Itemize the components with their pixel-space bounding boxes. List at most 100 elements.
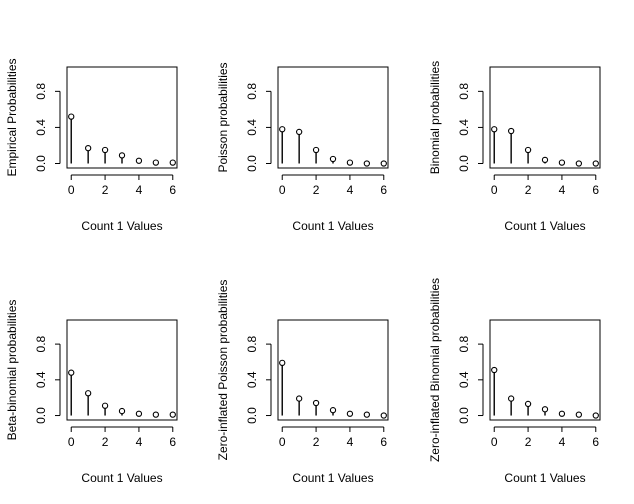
x-tick-label: 4 — [347, 435, 354, 449]
panel-6: 0.0 0.4 0.8 0 2 4 6 Count 1 Values Zero-inflated… — [428, 278, 601, 485]
probability-point — [592, 412, 599, 419]
plot-frame — [277, 319, 389, 421]
x-tick-label: 2 — [313, 183, 320, 197]
x-tick-label: 0 — [279, 435, 286, 449]
x-tick-label: 4 — [136, 435, 143, 449]
panel-5: 0.0 0.4 0.8 0 2 4 6 Count 1 Values Zero-inflated… — [216, 280, 389, 485]
probability-point — [524, 146, 532, 154]
probability-point — [524, 400, 532, 408]
panel-4: 0.0 0.4 0.8 0 2 4 6 Count 1 Values Beta-binomial… — [5, 300, 178, 485]
plot-frame — [489, 66, 601, 169]
x-tick-label: 6 — [592, 435, 599, 449]
x-tick-label: 4 — [347, 183, 354, 197]
y-tick-label: 0.0 — [457, 407, 471, 424]
probability-point — [279, 359, 286, 367]
x-tick-label: 0 — [491, 183, 498, 197]
y-tick-label: 0.4 — [245, 371, 259, 388]
y-tick-label: 0.4 — [245, 119, 259, 136]
plot-frame — [66, 319, 178, 421]
x-tick-label: 4 — [559, 183, 566, 197]
y-axis-label: Empirical Probabilities — [5, 58, 19, 176]
plot-frame — [489, 319, 601, 421]
probability-point — [169, 411, 176, 418]
probability-point — [118, 407, 126, 415]
panel-2: 0.0 0.4 0.8 0 2 4 6 Count 1 Values Poisson proba… — [216, 62, 389, 233]
x-tick-label: 6 — [380, 435, 387, 449]
probability-point — [101, 146, 109, 154]
probability-point — [312, 146, 320, 154]
probability-point — [541, 156, 549, 164]
x-tick-label: 6 — [380, 183, 387, 197]
y-tick-label: 0.0 — [245, 407, 259, 424]
probability-point — [558, 410, 566, 417]
x-tick-label: 0 — [68, 435, 75, 449]
y-tick-label: 0.8 — [457, 83, 471, 100]
x-axis-label: Count 1 Values — [81, 219, 162, 233]
probability-point — [380, 412, 387, 419]
x-axis-label: Count 1 Values — [292, 219, 373, 233]
probability-point — [491, 366, 498, 374]
x-tick-label: 2 — [525, 183, 532, 197]
x-tick-label: 6 — [592, 183, 599, 197]
x-tick-label: 2 — [525, 435, 532, 449]
y-tick-label: 0.4 — [34, 371, 48, 388]
probability-point — [169, 159, 176, 166]
x-axis-label: Count 1 Values — [81, 471, 162, 485]
probability-point — [592, 160, 599, 167]
probability-point — [68, 113, 75, 120]
probability-point — [296, 395, 303, 402]
probability-point — [312, 399, 320, 407]
probability-point — [152, 411, 159, 418]
probability-point — [101, 402, 109, 409]
probability-point — [363, 411, 370, 418]
y-tick-label: 0.8 — [457, 335, 471, 352]
probability-point — [85, 390, 92, 397]
x-tick-label: 4 — [559, 435, 566, 449]
probability-point — [575, 411, 582, 418]
y-tick-label: 0.4 — [457, 371, 471, 388]
plot-frame — [277, 66, 389, 169]
probability-point — [135, 410, 143, 417]
x-axis-label: Count 1 Values — [504, 219, 585, 233]
x-tick-label: 2 — [102, 435, 109, 449]
x-axis-label: Count 1 Values — [292, 471, 373, 485]
probability-point — [491, 126, 498, 133]
probability-point — [575, 160, 582, 167]
plot-frame — [66, 66, 178, 169]
y-axis-label: Binomial probabilities — [428, 61, 442, 174]
probability-point — [279, 126, 286, 133]
y-tick-label: 0.0 — [457, 155, 471, 172]
probability-point — [541, 406, 549, 413]
probability-point — [508, 395, 515, 402]
probability-point — [558, 159, 566, 166]
probability-point — [152, 159, 159, 166]
probability-point — [68, 369, 75, 376]
y-tick-label: 0.8 — [34, 335, 48, 352]
probability-point — [85, 145, 92, 152]
y-tick-label: 0.8 — [245, 83, 259, 100]
probability-point — [329, 407, 337, 414]
panel-1: 0.0 0.4 0.8 0 2 4 6 Count 1 Values Empirical Pro… — [5, 58, 178, 233]
y-tick-label: 0.4 — [457, 119, 471, 136]
x-tick-label: 2 — [102, 183, 109, 197]
probability-point — [329, 155, 337, 163]
y-tick-label: 0.0 — [245, 155, 259, 172]
probability-point — [508, 127, 515, 135]
y-tick-label: 0.8 — [245, 335, 259, 352]
y-tick-label: 0.0 — [34, 407, 48, 424]
x-tick-label: 0 — [491, 435, 498, 449]
x-tick-label: 4 — [136, 183, 143, 197]
probability-point — [346, 159, 354, 166]
y-axis-label: Zero-inflated Binomial probabilities — [428, 278, 442, 462]
y-tick-label: 0.4 — [34, 119, 48, 136]
x-tick-label: 6 — [169, 435, 176, 449]
probability-point — [118, 152, 126, 159]
x-tick-label: 0 — [68, 183, 75, 197]
y-axis-label: Beta-binomial probabilities — [5, 300, 19, 441]
probability-point — [135, 157, 143, 164]
x-tick-label: 2 — [313, 435, 320, 449]
probability-point — [346, 410, 354, 417]
x-tick-label: 6 — [169, 183, 176, 197]
probability-point — [363, 160, 370, 167]
